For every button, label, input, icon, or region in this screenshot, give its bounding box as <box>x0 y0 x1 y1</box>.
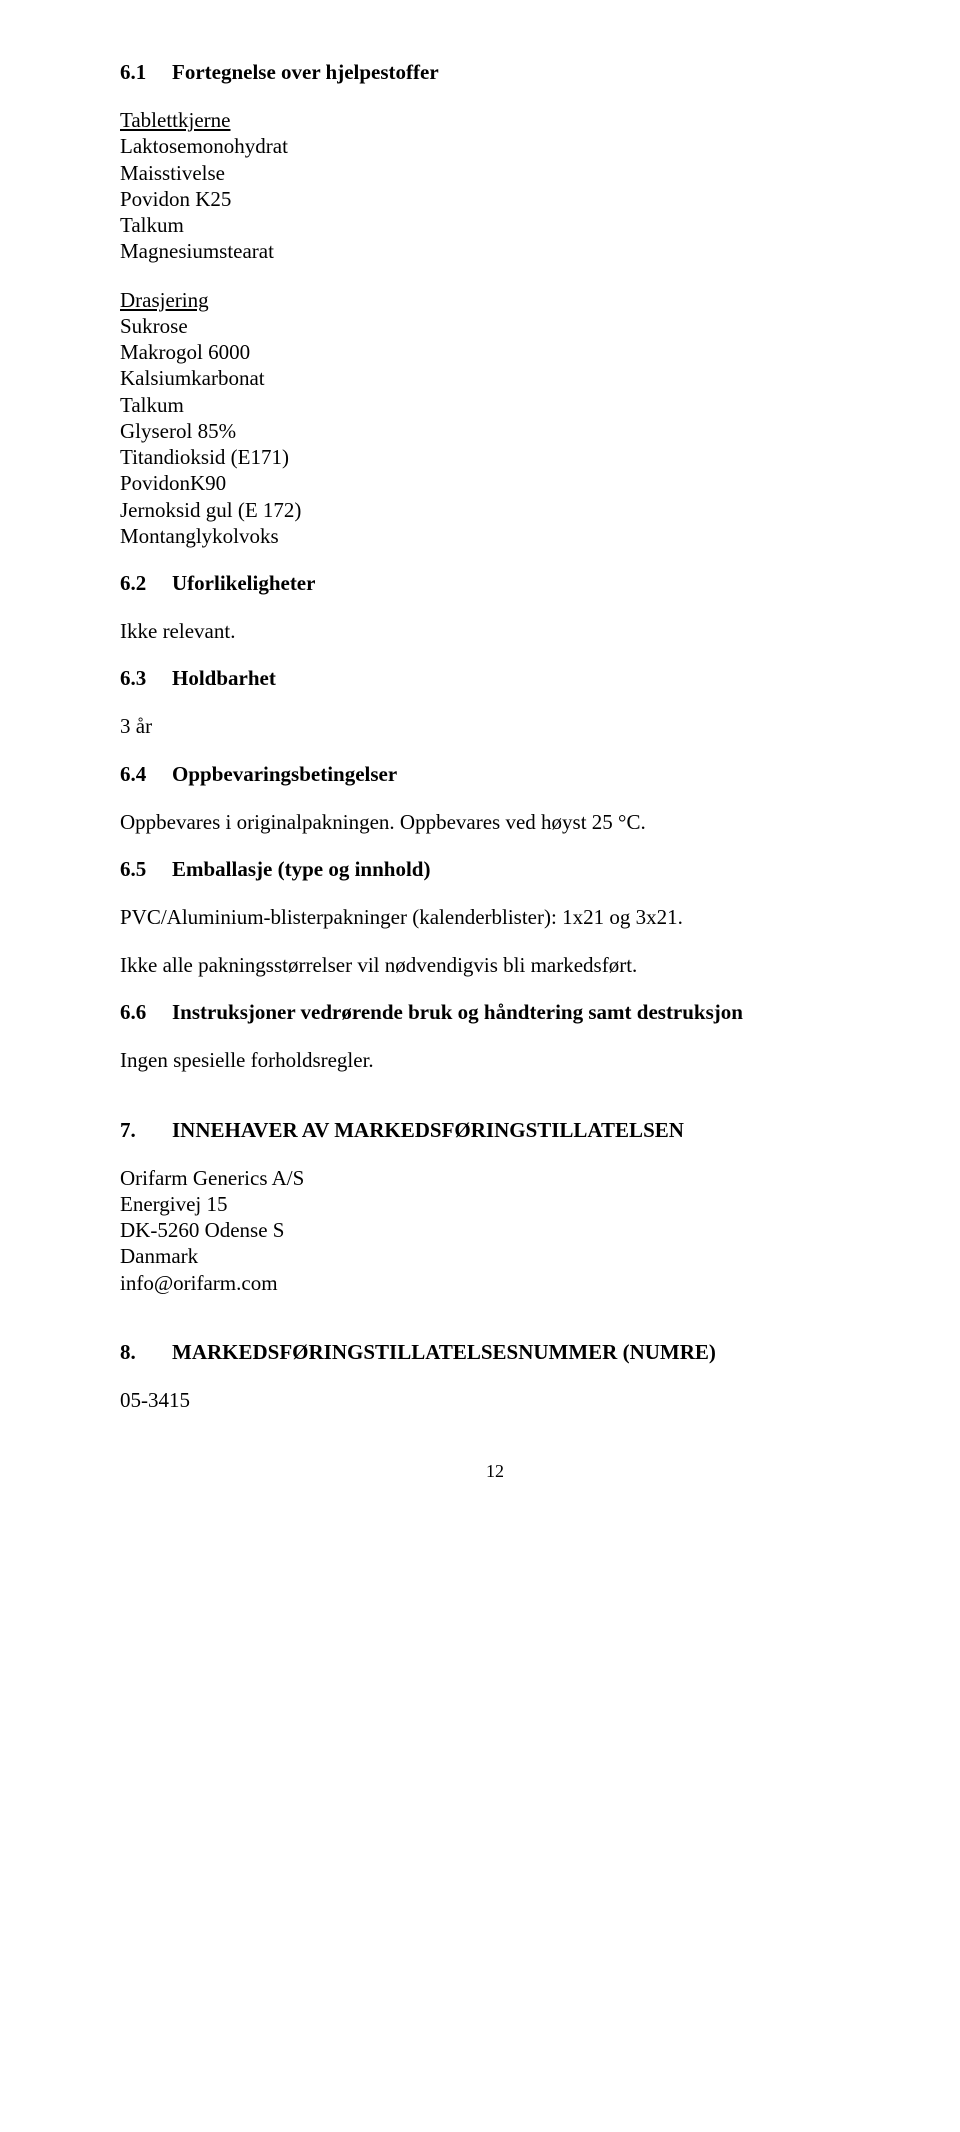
section-title: Holdbarhet <box>172 666 276 691</box>
section-heading-6-1: 6.1 Fortegnelse over hjelpestoffer <box>120 60 870 85</box>
body-text: Ikke alle pakningsstørrelser vil nødvend… <box>120 952 870 978</box>
address-line: Orifarm Generics A/S <box>120 1165 870 1191</box>
section-heading-6-3: 6.3 Holdbarhet <box>120 666 870 691</box>
body-text: 05-3415 <box>120 1387 870 1413</box>
group-heading-drasjering: Drasjering <box>120 287 870 313</box>
list-item: Glyserol 85% <box>120 418 870 444</box>
list-item: Montanglykolvoks <box>120 523 870 549</box>
list-item: Magnesiumstearat <box>120 238 870 264</box>
body-text: Ikke relevant. <box>120 618 870 644</box>
section-title: Instruksjoner vedrørende bruk og håndter… <box>172 1000 743 1025</box>
body-text: Oppbevares i originalpakningen. Oppbevar… <box>120 809 870 835</box>
page-number: 12 <box>120 1461 870 1482</box>
section-number: 7. <box>120 1118 172 1143</box>
address-block: Orifarm Generics A/S Energivej 15 DK-526… <box>120 1165 870 1296</box>
section-number: 6.5 <box>120 857 172 882</box>
section-number: 6.1 <box>120 60 172 85</box>
section-title: Oppbevaringsbetingelser <box>172 762 397 787</box>
address-line: DK-5260 Odense S <box>120 1217 870 1243</box>
ingredient-list-drasjering: Sukrose Makrogol 6000 Kalsiumkarbonat Ta… <box>120 313 870 549</box>
body-text: Ingen spesielle forholdsregler. <box>120 1047 870 1073</box>
section-title: Emballasje (type og innhold) <box>172 857 430 882</box>
list-item: Makrogol 6000 <box>120 339 870 365</box>
list-item: Maisstivelse <box>120 160 870 186</box>
section-heading-6-2: 6.2 Uforlikeligheter <box>120 571 870 596</box>
list-item: Povidon K25 <box>120 186 870 212</box>
ingredient-list-tablettkjerne: Laktosemonohydrat Maisstivelse Povidon K… <box>120 133 870 264</box>
section-number: 6.2 <box>120 571 172 596</box>
section-heading-6-4: 6.4 Oppbevaringsbetingelser <box>120 762 870 787</box>
section-heading-6-6: 6.6 Instruksjoner vedrørende bruk og hån… <box>120 1000 870 1025</box>
section-title: Fortegnelse over hjelpestoffer <box>172 60 439 85</box>
list-item: Talkum <box>120 212 870 238</box>
section-heading-6-5: 6.5 Emballasje (type og innhold) <box>120 857 870 882</box>
section-title: Uforlikeligheter <box>172 571 315 596</box>
body-text: 3 år <box>120 713 870 739</box>
section-title: MARKEDSFØRINGSTILLATELSESNUMMER (NUMRE) <box>172 1340 716 1365</box>
address-line: info@orifarm.com <box>120 1270 870 1296</box>
list-item: Kalsiumkarbonat <box>120 365 870 391</box>
list-item: Talkum <box>120 392 870 418</box>
section-heading-7: 7. INNEHAVER AV MARKEDSFØRINGSTILLATELSE… <box>120 1118 870 1143</box>
body-text: PVC/Aluminium-blisterpakninger (kalender… <box>120 904 870 930</box>
section-number: 6.4 <box>120 762 172 787</box>
section-title: INNEHAVER AV MARKEDSFØRINGSTILLATELSEN <box>172 1118 684 1143</box>
section-number: 8. <box>120 1340 172 1365</box>
list-item: PovidonK90 <box>120 470 870 496</box>
list-item: Sukrose <box>120 313 870 339</box>
section-number: 6.3 <box>120 666 172 691</box>
address-line: Energivej 15 <box>120 1191 870 1217</box>
list-item: Titandioksid (E171) <box>120 444 870 470</box>
list-item: Laktosemonohydrat <box>120 133 870 159</box>
list-item: Jernoksid gul (E 172) <box>120 497 870 523</box>
section-number: 6.6 <box>120 1000 172 1025</box>
group-heading-tablettkjerne: Tablettkjerne <box>120 107 870 133</box>
address-line: Danmark <box>120 1243 870 1269</box>
section-heading-8: 8. MARKEDSFØRINGSTILLATELSESNUMMER (NUMR… <box>120 1340 870 1365</box>
document-page: 6.1 Fortegnelse over hjelpestoffer Table… <box>0 0 960 1522</box>
